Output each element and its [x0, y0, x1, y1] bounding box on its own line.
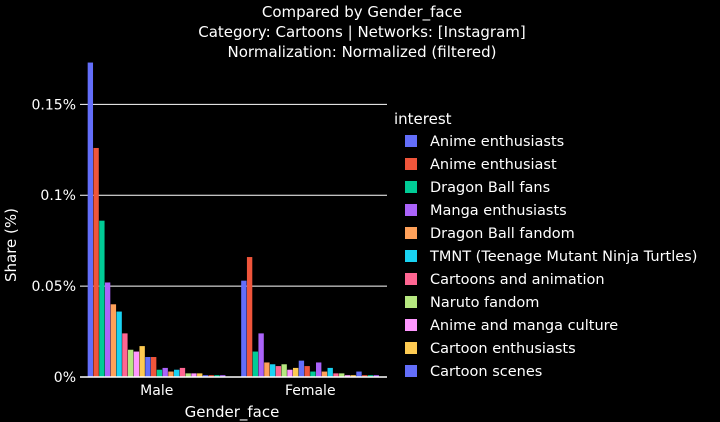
legend-swatch: [405, 342, 417, 354]
legend-swatch: [405, 250, 417, 262]
bar: [264, 362, 270, 377]
bar: [116, 311, 122, 377]
bar: [162, 367, 168, 377]
legend-label: Dragon Ball fans: [430, 180, 550, 196]
bar: [321, 371, 328, 377]
bar: [197, 373, 203, 377]
y-tick-label: 0%: [54, 370, 76, 386]
x-axis-title: Gender_face: [185, 403, 280, 422]
bar: [304, 366, 310, 377]
legend: interest Anime enthusiasts Anime enthusia…: [394, 110, 697, 380]
legend-swatch: [405, 319, 417, 331]
bar: [87, 62, 94, 378]
bar: [246, 257, 253, 377]
legend-swatch: [405, 204, 417, 216]
bar: [275, 366, 282, 377]
bar: [367, 375, 374, 377]
legend-swatch: [405, 365, 417, 377]
legend-swatch: [405, 135, 417, 147]
bar: [156, 369, 163, 377]
bar: [127, 349, 134, 377]
legend-swatch: [405, 158, 417, 170]
legend-label: Anime enthusiast: [430, 157, 557, 173]
bar: [202, 375, 209, 377]
bar: [287, 369, 293, 377]
bar: [281, 364, 287, 377]
bar: [122, 333, 128, 377]
legend-label: Anime and manga culture: [430, 318, 618, 334]
chart-title-line-2: Category: Cartoons | Networks: [Instagra…: [198, 23, 526, 41]
bar: [139, 346, 145, 377]
legend-label: Dragon Ball fandom: [430, 226, 575, 242]
bar: [145, 357, 151, 377]
bars: [87, 62, 379, 378]
bar: [241, 280, 247, 377]
legend-swatch: [405, 181, 417, 193]
bar: [110, 304, 117, 377]
y-axis-ticks: 0% 0.05% 0.1% 0.15%: [32, 97, 76, 386]
bar: [258, 333, 264, 377]
legend-label: Cartoon scenes: [430, 364, 542, 380]
chart-title: Compared by Gender_face Category: Cartoo…: [198, 3, 526, 61]
bar: [179, 367, 186, 377]
bar: [310, 371, 316, 377]
y-tick-label: 0.15%: [32, 97, 76, 113]
chart-title-line-3: Normalization: Normalized (filtered): [228, 43, 497, 61]
bar: [168, 371, 174, 377]
legend-label: TMNT (Teenage Mutant Ninja Turtles): [429, 249, 697, 265]
legend-swatch: [405, 273, 417, 285]
bar: [362, 375, 368, 377]
gridlines: [80, 103, 387, 287]
x-tick-label: Male: [140, 383, 173, 399]
bar: [252, 351, 259, 377]
bar: [104, 282, 111, 377]
bar: [339, 373, 345, 377]
legend-label: Cartoon enthusiasts: [430, 341, 576, 357]
bar: [191, 373, 197, 377]
bar: [214, 375, 220, 377]
bar: [133, 351, 140, 377]
y-tick-label: 0.05%: [32, 279, 76, 295]
chart-title-line-1: Compared by Gender_face: [262, 3, 462, 22]
legend-label: Manga enthusiasts: [430, 203, 567, 219]
bar: [316, 362, 322, 377]
bar: [150, 357, 157, 377]
bar: [174, 369, 180, 377]
bar: [298, 360, 305, 377]
bar: [373, 375, 379, 377]
bar: [350, 375, 356, 377]
bar: [327, 367, 333, 377]
bar: [333, 373, 339, 377]
legend-label: Cartoons and animation: [430, 272, 605, 288]
bar: [99, 220, 105, 377]
legend-label: Anime enthusiasts: [430, 134, 564, 150]
x-tick-label: Female: [285, 383, 336, 399]
bar: [344, 375, 351, 377]
bar: [220, 375, 226, 377]
legend-title: interest: [394, 110, 452, 128]
x-axis-ticks: Male Female: [140, 383, 335, 399]
bar: [93, 147, 99, 377]
bar: [208, 375, 214, 377]
legend-label: Naruto fandom: [430, 295, 539, 311]
legend-swatch: [405, 227, 417, 239]
bar: [356, 371, 362, 377]
legend-swatch: [405, 296, 417, 308]
y-tick-label: 0.1%: [40, 188, 76, 204]
bar: [185, 373, 191, 377]
bar: [292, 367, 299, 377]
bar: [269, 364, 276, 377]
y-axis-title: Share (%): [2, 208, 20, 282]
